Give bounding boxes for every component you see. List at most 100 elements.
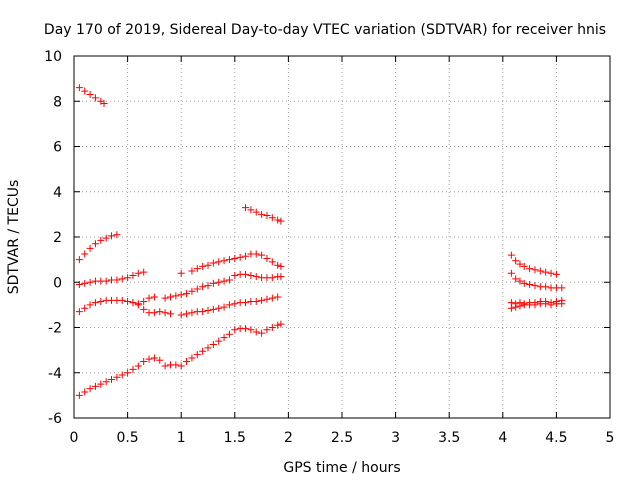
data-point <box>516 260 524 268</box>
data-point <box>188 267 196 275</box>
data-point <box>75 391 83 399</box>
x-tick-label: 4.5 <box>545 430 567 446</box>
data-point <box>547 269 555 277</box>
data-point <box>193 285 201 293</box>
data-point <box>188 309 196 317</box>
series-arc-l <box>507 251 560 278</box>
data-point <box>91 382 99 390</box>
data-point <box>75 84 83 92</box>
data-point <box>220 303 228 311</box>
data-point <box>86 244 94 252</box>
data-point <box>252 297 260 305</box>
data-point <box>215 304 223 312</box>
data-point <box>150 354 158 362</box>
data-point <box>225 330 233 338</box>
data-point <box>81 279 89 287</box>
data-point <box>558 300 566 308</box>
data-point <box>140 268 148 276</box>
x-tick-label: 4 <box>498 430 507 446</box>
series-arc-k <box>242 204 285 225</box>
data-point <box>183 357 191 365</box>
data-point <box>100 100 108 108</box>
data-point <box>247 271 255 279</box>
data-point <box>547 301 555 309</box>
data-point <box>199 262 207 270</box>
data-point <box>145 355 153 363</box>
data-point <box>252 250 260 258</box>
data-point <box>268 294 276 302</box>
data-point <box>91 240 99 248</box>
data-point <box>145 294 153 302</box>
data-point <box>81 304 89 312</box>
data-point <box>231 254 239 262</box>
y-tick-label: 0 <box>53 275 62 291</box>
data-point <box>91 94 99 102</box>
data-point <box>263 326 271 334</box>
data-point <box>177 362 185 370</box>
data-point <box>199 347 207 355</box>
data-point <box>274 216 282 224</box>
data-point <box>172 292 180 300</box>
y-tick-label: -2 <box>48 321 62 337</box>
x-tick-label: 2 <box>284 430 293 446</box>
data-points <box>75 84 566 399</box>
data-point <box>258 210 266 218</box>
data-point <box>161 309 169 317</box>
data-point <box>507 304 515 312</box>
data-point <box>531 282 539 290</box>
y-tick-label: -6 <box>48 411 62 427</box>
series-arc-m <box>507 269 566 292</box>
data-point <box>75 256 83 264</box>
x-tick-label: 0.5 <box>116 430 138 446</box>
data-point <box>274 321 282 329</box>
x-tick-label: 0 <box>70 430 79 446</box>
series-arc-o <box>507 300 566 312</box>
data-point <box>516 277 524 285</box>
axis-ticks <box>73 55 611 419</box>
data-point <box>526 281 534 289</box>
data-point <box>268 274 276 282</box>
data-point <box>183 290 191 298</box>
data-point <box>252 328 260 336</box>
data-point <box>140 305 148 313</box>
data-point <box>231 300 239 308</box>
data-point <box>161 362 169 370</box>
data-point <box>134 362 142 370</box>
data-point <box>129 365 137 373</box>
series-arc-a <box>75 84 108 108</box>
data-point <box>134 300 142 308</box>
x-tick-labels: 0 0.5 1 1.5 2 2.5 3 3.5 4 4.5 5 <box>70 430 615 446</box>
data-point <box>97 380 105 388</box>
y-tick-label: 8 <box>53 94 62 110</box>
data-point <box>199 283 207 291</box>
data-point <box>209 305 217 313</box>
series-arc-e <box>75 354 164 399</box>
data-point <box>199 308 207 316</box>
data-point <box>86 301 94 309</box>
x-tick-label: 1.5 <box>224 430 246 446</box>
data-point <box>118 371 126 379</box>
data-point <box>81 250 89 258</box>
x-tick-label: 5 <box>606 430 615 446</box>
data-point <box>277 320 285 328</box>
data-point <box>102 378 110 386</box>
data-point <box>258 296 266 304</box>
data-point <box>263 295 271 303</box>
data-point <box>542 283 550 291</box>
data-point <box>188 287 196 295</box>
data-point <box>526 265 534 273</box>
data-point <box>188 354 196 362</box>
data-point <box>225 276 233 284</box>
data-point <box>75 308 83 316</box>
data-point <box>231 271 239 279</box>
data-point <box>558 284 566 292</box>
data-point <box>220 334 228 342</box>
data-point <box>204 307 212 315</box>
y-tick-label: -4 <box>48 366 62 382</box>
data-point <box>512 257 520 265</box>
grid <box>74 56 610 418</box>
data-point <box>209 340 217 348</box>
data-point <box>225 301 233 309</box>
data-point <box>150 309 158 317</box>
